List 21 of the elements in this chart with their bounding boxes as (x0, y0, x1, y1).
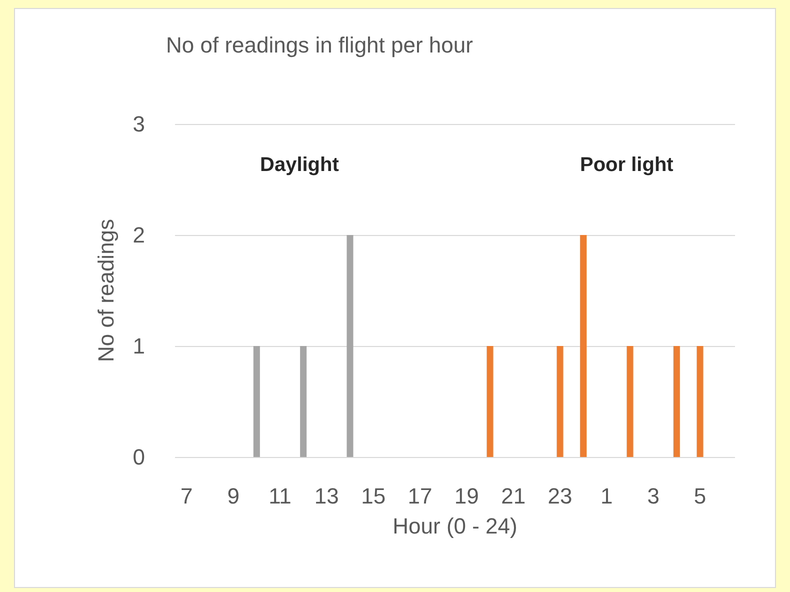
annotation: Daylight (260, 154, 340, 176)
x-tick-label: 13 (314, 484, 339, 508)
x-tick-label: 19 (454, 484, 479, 508)
x-tick-label: 17 (408, 484, 432, 508)
x-tick-label: 7 (180, 484, 193, 508)
x-tick-label: 23 (548, 484, 572, 508)
x-tick-label: 3 (647, 484, 660, 508)
x-tick-label: 9 (227, 484, 240, 508)
y-axis-title: No of readings (94, 218, 118, 362)
x-tick-label: 15 (361, 484, 386, 508)
x-axis-title: Hour (0 - 24) (392, 514, 518, 538)
x-tick-label: 21 (501, 484, 526, 508)
y-tick-label: 1 (132, 334, 145, 358)
x-tick-label: 5 (694, 484, 706, 508)
y-tick-label: 2 (132, 222, 145, 248)
y-tick-label: 0 (132, 444, 145, 470)
y-tick-label: 3 (132, 112, 145, 136)
chart-title: No of readings in flight per hour (166, 32, 473, 58)
x-tick-label: 1 (600, 484, 613, 508)
x-tick-label: 11 (268, 484, 292, 508)
annotation: Poor light (580, 154, 674, 176)
